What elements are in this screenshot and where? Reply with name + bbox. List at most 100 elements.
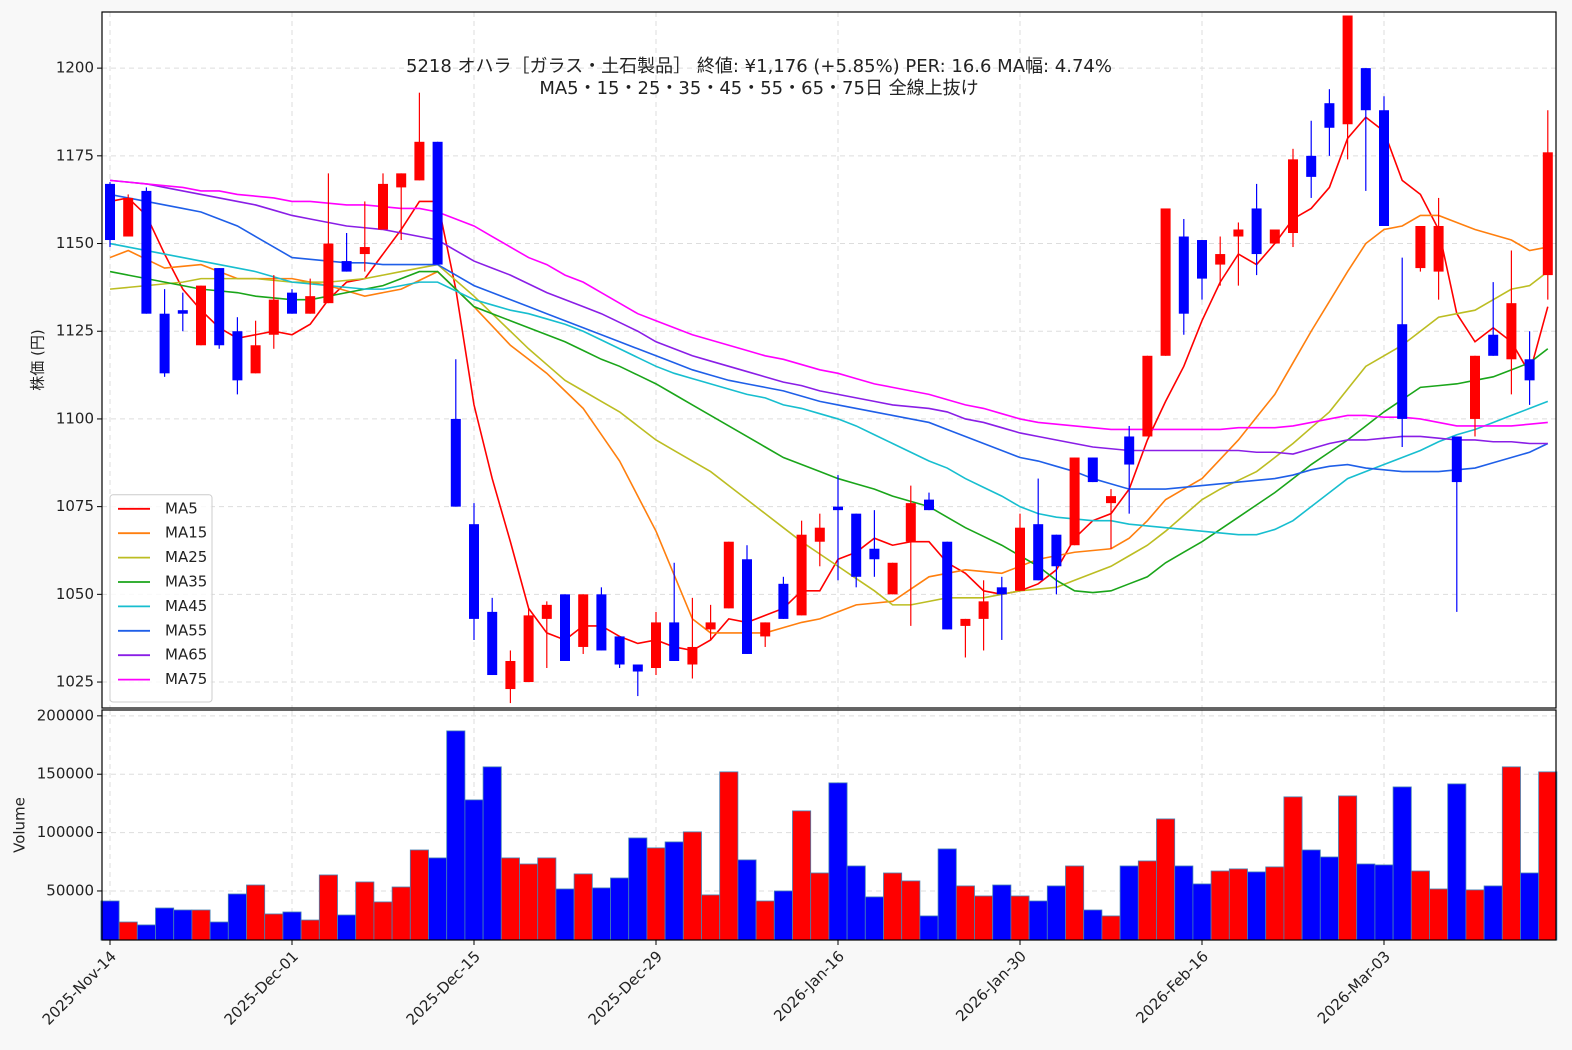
volume-bar xyxy=(1137,860,1157,941)
volume-bar xyxy=(1247,871,1267,941)
ma-line xyxy=(109,179,1548,431)
volume-bar xyxy=(1101,915,1121,941)
candle-body xyxy=(887,562,898,595)
volume-bar xyxy=(227,893,247,941)
volume-bar xyxy=(1338,795,1358,941)
candle-body xyxy=(578,594,589,647)
x-tick-label: 2026-Jan-30 xyxy=(952,947,1030,1025)
candle-body xyxy=(1470,355,1480,419)
y-tick-label: 1150 xyxy=(56,234,94,252)
candle-body xyxy=(705,622,716,630)
candle-body xyxy=(996,587,1007,595)
volume-bar xyxy=(628,837,648,941)
candle-body xyxy=(487,611,498,676)
price-frame xyxy=(101,11,1557,709)
candle-body xyxy=(651,622,661,669)
candle-body xyxy=(1178,236,1189,314)
y-tick-label: 200000 xyxy=(37,706,94,724)
volume-bar xyxy=(1119,865,1139,941)
candle-body xyxy=(1215,254,1226,265)
volume-bar xyxy=(391,886,411,941)
candle-body xyxy=(960,618,971,626)
candle-body xyxy=(669,622,680,661)
candle-body xyxy=(196,285,206,346)
volume-bar xyxy=(846,865,866,941)
volume-bar xyxy=(773,890,793,941)
volume-bar xyxy=(792,810,812,941)
ma-line xyxy=(109,270,1549,594)
candle-body xyxy=(432,141,443,265)
candle-body xyxy=(596,594,607,651)
candle-body xyxy=(287,292,297,314)
candle-body xyxy=(305,296,316,314)
legend-label: MA35 xyxy=(165,573,207,591)
volume-bar xyxy=(1301,849,1321,941)
candle-body xyxy=(632,664,643,672)
volume-bar xyxy=(482,766,502,941)
volume-bar xyxy=(591,887,611,941)
legend-label: MA75 xyxy=(165,670,207,688)
x-tick-label: 2025-Dec-01 xyxy=(221,947,302,1028)
candle-body xyxy=(1488,334,1499,356)
volume-bar xyxy=(1228,868,1248,941)
volume-bar xyxy=(1374,864,1394,941)
candle-body xyxy=(1051,534,1062,567)
candle-body xyxy=(1015,527,1025,591)
volume-bar xyxy=(810,872,830,941)
candle-body xyxy=(1124,436,1135,465)
candle-body xyxy=(505,660,516,690)
candle-body xyxy=(723,541,734,609)
x-tick-label: 2025-Nov-14 xyxy=(39,947,120,1028)
candle-body xyxy=(469,524,479,619)
candle-body xyxy=(1360,68,1371,111)
x-tick-label: 2026-Mar-03 xyxy=(1314,947,1394,1027)
volume-frame xyxy=(101,709,1557,941)
candle-body xyxy=(814,527,825,542)
volume-bar xyxy=(446,730,466,941)
volume-bar xyxy=(155,907,175,941)
candle-body xyxy=(1069,457,1080,546)
candle-body xyxy=(1415,225,1426,269)
legend-label: MA25 xyxy=(165,548,207,566)
candle-body xyxy=(105,183,115,241)
volume-bar xyxy=(1283,796,1303,941)
volume-bar xyxy=(974,895,994,941)
candle-body xyxy=(214,268,225,346)
chart-subtitle: MA5・15・25・35・45・55・65・75日 全線上抜け xyxy=(539,78,978,99)
volume-bar xyxy=(573,873,593,941)
y-tick-label: 1175 xyxy=(56,146,94,164)
volume-bar xyxy=(1265,866,1285,941)
volume-bar xyxy=(264,913,284,941)
candle-body xyxy=(851,513,862,577)
volume-bar xyxy=(1465,889,1485,941)
candle-body xyxy=(1379,110,1389,226)
volume-bar xyxy=(300,919,320,941)
volume-bar xyxy=(409,849,429,941)
candle-body xyxy=(1451,436,1462,483)
candle-body xyxy=(1142,355,1153,437)
volume-bar xyxy=(1210,870,1230,941)
candle-body xyxy=(1342,15,1353,125)
volume-bar xyxy=(937,848,957,941)
candle-body xyxy=(1033,524,1044,581)
y-tick-label: 100000 xyxy=(37,823,94,841)
legend-label: MA65 xyxy=(165,646,207,664)
x-tick-label: 2025-Dec-15 xyxy=(403,947,484,1028)
volume-bar xyxy=(610,877,630,941)
volume-bar xyxy=(191,909,211,941)
volume-bar xyxy=(1192,883,1212,941)
volume-bar xyxy=(1410,870,1430,941)
volume-bar xyxy=(209,921,229,941)
candle-body xyxy=(942,541,953,630)
volume-bar xyxy=(555,888,575,941)
legend-label: MA5 xyxy=(165,499,198,517)
volume-bar xyxy=(282,911,302,941)
volume-bar xyxy=(246,884,266,941)
legend: MA5 MA15 MA25 MA35 MA45 MA55 MA65 MA75 xyxy=(109,494,213,703)
y-tick-label: 1050 xyxy=(56,585,94,603)
volume-bar xyxy=(173,909,193,941)
volume-bar xyxy=(1010,895,1030,941)
x-tick-label: 2026-Feb-16 xyxy=(1132,947,1212,1027)
y-tick-label: 1200 xyxy=(56,59,94,77)
volume-bar xyxy=(464,799,484,941)
